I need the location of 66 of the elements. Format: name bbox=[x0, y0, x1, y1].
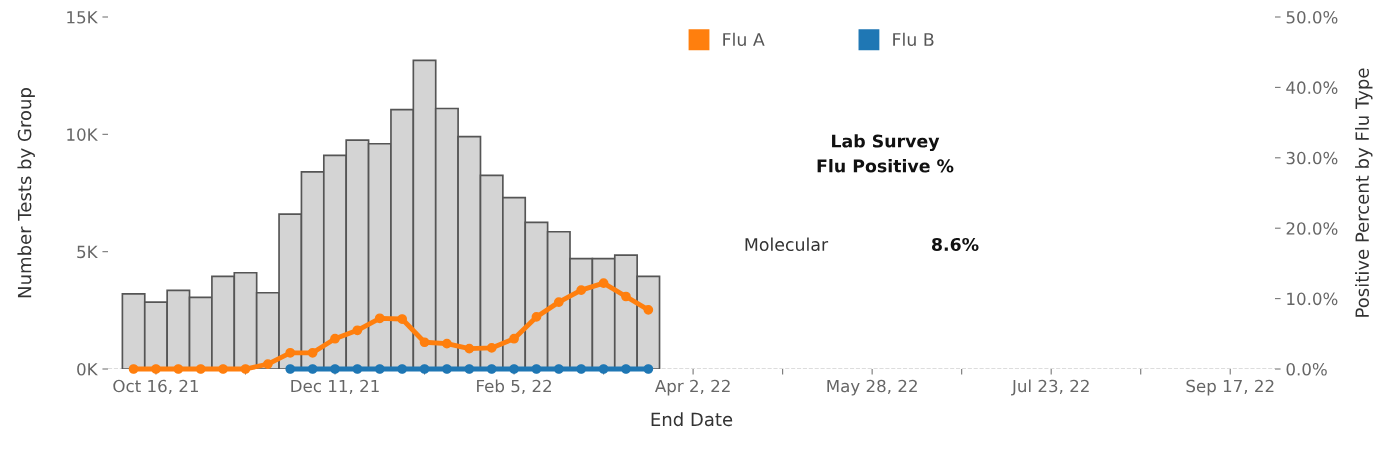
y2-tick-label: 20.0% bbox=[1286, 222, 1338, 235]
point bbox=[442, 338, 452, 349]
point bbox=[352, 325, 363, 336]
y-tick-label: 0K bbox=[77, 362, 98, 376]
point bbox=[263, 359, 273, 369]
legend-label: Flu B bbox=[893, 32, 934, 47]
y-axis-title: Number Tests by Group bbox=[17, 88, 35, 298]
x-axis-title: End Date bbox=[651, 412, 733, 427]
point bbox=[352, 364, 363, 374]
x-tick-label: May 28, 22 bbox=[827, 379, 917, 396]
point bbox=[643, 305, 654, 315]
point bbox=[598, 278, 609, 288]
point bbox=[509, 364, 519, 374]
x-tick-label: Jul 23, 22 bbox=[1011, 379, 1089, 396]
point bbox=[464, 343, 475, 354]
y-tick-label: 15K bbox=[67, 11, 98, 24]
point bbox=[486, 364, 497, 374]
y2-tick-label: 0.0% bbox=[1286, 362, 1327, 376]
legend-label: Flu A bbox=[723, 32, 765, 47]
annotation: 8.6% bbox=[931, 237, 979, 252]
y-tick-label: 10K bbox=[67, 128, 98, 141]
y2-tick-label: 10.0% bbox=[1287, 292, 1338, 306]
y2-tick-label: 30.0% bbox=[1286, 151, 1338, 165]
point bbox=[553, 364, 564, 374]
point bbox=[151, 364, 161, 374]
x-tick-label: Oct 16, 21 bbox=[113, 379, 198, 395]
point bbox=[419, 337, 430, 348]
x-tick-label: Apr 2, 22 bbox=[654, 379, 730, 396]
y-tick-label: 5K bbox=[77, 245, 98, 259]
y2-tick-label: 40.0% bbox=[1286, 81, 1338, 94]
point bbox=[576, 364, 587, 374]
point bbox=[173, 364, 184, 374]
point bbox=[374, 313, 385, 324]
x-tick-label: Dec 11, 21 bbox=[291, 379, 379, 395]
point bbox=[285, 364, 296, 374]
point bbox=[531, 312, 542, 322]
point bbox=[531, 364, 542, 374]
x-tick-label: Sep 17, 22 bbox=[1186, 379, 1274, 396]
annotation: Molecular bbox=[745, 237, 829, 252]
point bbox=[621, 291, 631, 302]
y2-tick-label: 50.0% bbox=[1286, 10, 1338, 24]
point bbox=[598, 364, 609, 374]
point bbox=[621, 364, 631, 374]
point bbox=[397, 364, 408, 374]
point bbox=[218, 364, 228, 374]
point bbox=[553, 297, 564, 307]
point bbox=[442, 364, 452, 374]
point bbox=[643, 364, 654, 374]
annotation: Lab Survey Flu Positive % bbox=[817, 134, 954, 173]
point bbox=[307, 364, 318, 374]
point bbox=[509, 333, 519, 344]
point bbox=[374, 364, 385, 374]
point bbox=[419, 364, 430, 374]
point bbox=[330, 364, 340, 374]
point bbox=[240, 364, 251, 374]
point bbox=[397, 314, 408, 324]
point bbox=[128, 364, 139, 374]
point bbox=[486, 343, 497, 353]
x-tick-label: Feb 5, 22 bbox=[477, 379, 551, 395]
point bbox=[285, 347, 296, 358]
point bbox=[195, 364, 206, 374]
point bbox=[464, 364, 475, 374]
point bbox=[307, 347, 318, 358]
point bbox=[330, 333, 340, 344]
point bbox=[576, 285, 587, 296]
y2-axis-title: Positive Percent by Flu Type bbox=[1355, 68, 1373, 317]
